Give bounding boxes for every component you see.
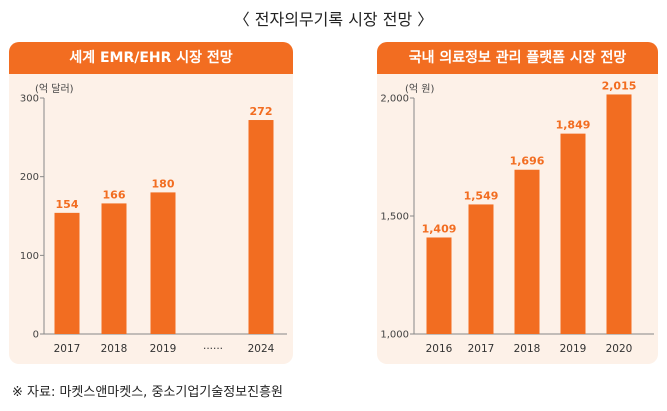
bar-domestic-2019 (560, 133, 586, 334)
value-label-domestic-2020: 2,015 (602, 79, 637, 92)
bar-global-2017 (54, 212, 80, 334)
bar-chart-global: (억 달러) 0 100 200 300 154 2017 166 2018 180 2019 ···… (20, 83, 287, 355)
chart-title-global: 세계 EMR/EHR 시장 전망 (9, 42, 293, 74)
page-title: 〈 전자의무기록 시장 전망 〉 (233, 10, 434, 29)
category-label-domestic: 2017 (468, 343, 495, 355)
y-tick-label-global: 0 (33, 330, 39, 341)
y-tick-label-domestic: 1,500 (380, 212, 409, 223)
value-label-domestic-2019: 1,849 (556, 119, 591, 132)
value-label-global-2019: 180 (152, 177, 175, 190)
category-label-domestic: 2019 (560, 343, 587, 355)
bar-global-2018 (101, 203, 127, 334)
chart-title-domestic: 국내 의료정보 관리 플랫폼 시장 전망 (377, 42, 658, 74)
category-label-domestic: 2020 (606, 343, 633, 355)
bar-domestic-2018 (514, 169, 540, 334)
y-tick-label-global: 100 (20, 251, 39, 262)
unit-label-global: (억 달러) (35, 83, 74, 95)
value-label-domestic-2016: 1,409 (422, 222, 457, 235)
value-label-global-2024: 272 (250, 105, 273, 118)
y-tick-label-domestic: 1,000 (380, 330, 409, 341)
source-note: ※ 자료: 마켓스앤마켓스, 중소기업기술정보진흥원 (12, 385, 284, 400)
bar-domestic-2020 (606, 94, 632, 335)
category-label-global: 2017 (54, 343, 81, 355)
y-tick-label-domestic: 2,000 (380, 94, 409, 105)
value-label-domestic-2018: 1,696 (510, 155, 545, 168)
bar-chart-domestic: (억 원) 1,000 1,500 2,000 1,409 2016 1,549 2017 1,… (380, 79, 654, 355)
y-tick-label-global: 200 (20, 172, 39, 183)
bar-domestic-2017 (468, 204, 494, 334)
category-label-domestic: 2016 (426, 343, 453, 355)
unit-label-domestic: (억 원) (405, 83, 434, 95)
bar-domestic-2016 (426, 237, 452, 334)
category-label-domestic: 2018 (514, 343, 541, 355)
category-label-global: 2019 (150, 343, 177, 355)
category-label-global: 2018 (101, 343, 128, 355)
chart-panel-global: 세계 EMR/EHR 시장 전망 (억 달러) 0 100 200 300 154 2017… (9, 42, 293, 364)
bar-global-2019 (150, 192, 176, 334)
category-label-global: ······ (203, 343, 223, 355)
bar-global-2024 (248, 120, 274, 334)
value-label-global-2017: 154 (56, 198, 79, 211)
value-label-domestic-2017: 1,549 (464, 189, 499, 202)
category-label-global: 2024 (248, 343, 275, 355)
y-tick-label-global: 300 (20, 94, 39, 105)
value-label-global-2018: 166 (103, 188, 126, 201)
chart-panel-domestic: 국내 의료정보 관리 플랫폼 시장 전망 (억 원) 1,000 1,500 2,00… (377, 42, 658, 364)
